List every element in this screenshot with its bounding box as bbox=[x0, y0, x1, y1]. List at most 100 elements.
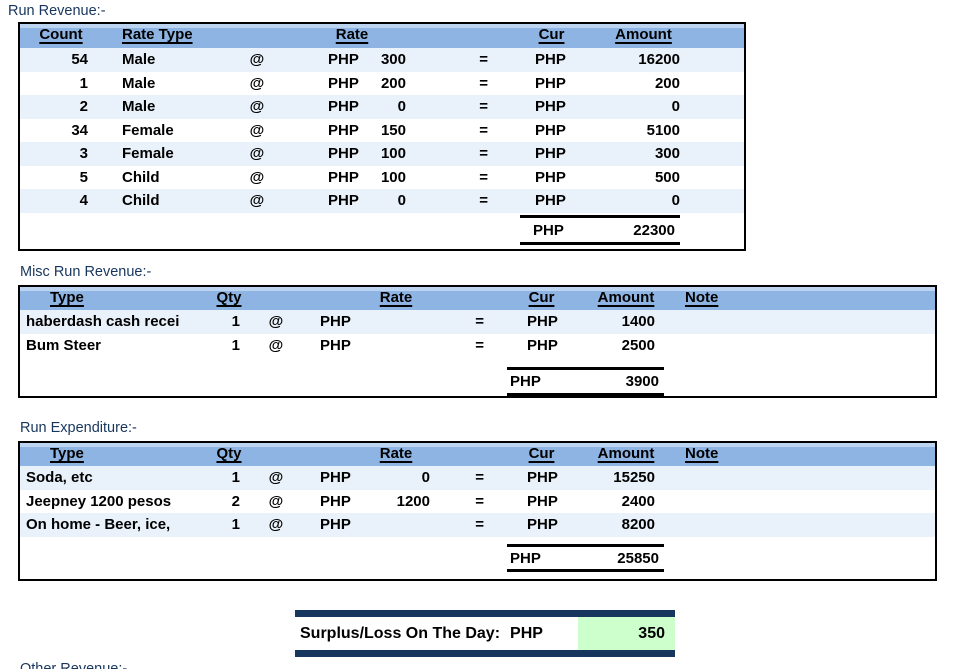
column-header-cur-label: Cur bbox=[538, 26, 565, 43]
count-cell[interactable]: 54 bbox=[71, 51, 88, 68]
rate-currency: PHP bbox=[320, 469, 351, 486]
amount-cell[interactable]: 2500 bbox=[621, 336, 655, 354]
rate-cell[interactable]: PHP bbox=[302, 310, 432, 334]
rate-value: 100 bbox=[380, 145, 406, 162]
rate-type-cell[interactable]: Male bbox=[122, 51, 156, 68]
column-header-rate-label: Rate bbox=[379, 289, 413, 306]
surplus-amount-cell[interactable]: 350 bbox=[578, 617, 675, 650]
amount-cell[interactable]: 0 bbox=[671, 98, 680, 115]
equals-symbol-cell: = bbox=[475, 336, 484, 354]
count-cell[interactable]: 5 bbox=[79, 168, 88, 186]
amount-cell[interactable]: 8200 bbox=[621, 516, 655, 533]
table-row: Bum Steer 1 @ PHP = PHP 2500 bbox=[20, 334, 935, 358]
currency-cell: PHP bbox=[535, 98, 566, 115]
rate-type-cell[interactable]: Child bbox=[122, 168, 160, 186]
count-cell[interactable]: 2 bbox=[79, 98, 88, 115]
rate-cell[interactable]: PHP 200 bbox=[272, 72, 410, 96]
misc-revenue-header-row: Type Qty Rate Cur Amount Note bbox=[20, 287, 935, 310]
type-cell[interactable]: On home - Beer, ice, bbox=[26, 516, 171, 533]
rate-cell[interactable]: PHP 0 bbox=[302, 466, 432, 490]
amount-cell[interactable]: 0 bbox=[671, 192, 680, 209]
column-header-qty: Qty bbox=[208, 443, 250, 466]
section-title-run-expenditure: Run Expenditure:- bbox=[20, 420, 137, 436]
rate-cell[interactable]: PHP 0 bbox=[272, 95, 410, 119]
column-header-type-label: Type bbox=[50, 289, 84, 306]
rate-cell[interactable]: PHP bbox=[302, 513, 432, 537]
amount-cell[interactable]: 15250 bbox=[613, 469, 655, 486]
rate-cell[interactable]: PHP 0 bbox=[272, 189, 410, 213]
equals-symbol-cell: = bbox=[475, 492, 484, 510]
count-cell[interactable]: 1 bbox=[79, 74, 88, 92]
note-cell[interactable] bbox=[657, 490, 780, 514]
rate-currency: PHP bbox=[328, 51, 359, 68]
column-header-type-label: Type bbox=[50, 445, 84, 462]
equals-symbol-cell: = bbox=[479, 192, 488, 209]
amount-cell[interactable]: 5100 bbox=[646, 121, 680, 139]
row-spacer bbox=[780, 334, 935, 358]
total-amount[interactable]: 3900 bbox=[625, 373, 659, 390]
equals-symbol-cell: = bbox=[479, 51, 488, 68]
rate-cell[interactable]: PHP bbox=[302, 334, 432, 358]
amount-cell[interactable]: 200 bbox=[654, 74, 680, 92]
rate-cell[interactable]: PHP 300 bbox=[272, 48, 410, 72]
qty-cell[interactable]: 1 bbox=[231, 469, 240, 486]
rate-type-cell[interactable]: Child bbox=[122, 192, 160, 209]
type-cell[interactable]: haberdash cash recei bbox=[26, 313, 180, 330]
rate-cell[interactable]: PHP 1200 bbox=[302, 490, 432, 514]
rate-cell[interactable]: PHP 100 bbox=[272, 142, 410, 166]
qty-cell[interactable]: 1 bbox=[231, 516, 240, 533]
note-cell[interactable] bbox=[657, 334, 780, 358]
note-cell[interactable] bbox=[657, 513, 780, 537]
rate-type-cell[interactable]: Female bbox=[122, 145, 174, 162]
total-currency: PHP bbox=[510, 549, 541, 567]
qty-cell[interactable]: 1 bbox=[231, 313, 240, 330]
rate-type-cell[interactable]: Male bbox=[122, 98, 156, 115]
column-header-count: Count bbox=[20, 24, 102, 48]
at-symbol-cell: @ bbox=[268, 336, 284, 354]
rate-currency: PHP bbox=[328, 168, 359, 186]
note-cell[interactable] bbox=[657, 310, 780, 334]
rate-cell[interactable]: PHP 150 bbox=[272, 119, 410, 143]
clipped-section-title-other-revenue: Other Revenue:- bbox=[20, 661, 128, 669]
count-cell[interactable]: 34 bbox=[71, 121, 88, 139]
amount-cell[interactable]: 300 bbox=[654, 145, 680, 162]
rate-currency: PHP bbox=[328, 145, 359, 162]
row-spacer bbox=[780, 513, 935, 537]
count-cell[interactable]: 4 bbox=[79, 192, 88, 209]
rate-type-cell[interactable]: Female bbox=[122, 121, 174, 139]
type-cell[interactable]: Bum Steer bbox=[26, 336, 102, 354]
column-header-note: Note bbox=[657, 287, 780, 310]
qty-cell[interactable]: 1 bbox=[231, 336, 240, 354]
column-header-rate: Rate bbox=[302, 443, 432, 466]
currency-cell: PHP bbox=[535, 145, 566, 162]
surplus-bottom-border bbox=[295, 650, 675, 657]
equals-symbol-cell: = bbox=[479, 121, 488, 139]
type-cell[interactable]: Jeepney 1200 pesos bbox=[26, 492, 172, 510]
total-amount[interactable]: 22300 bbox=[633, 221, 675, 239]
type-cell[interactable]: Soda, etc bbox=[26, 469, 93, 486]
note-cell[interactable] bbox=[657, 466, 780, 490]
row-spacer bbox=[682, 166, 744, 190]
total-currency: PHP bbox=[510, 373, 541, 390]
total-amount[interactable]: 25850 bbox=[617, 549, 659, 567]
amount-cell[interactable]: 1400 bbox=[621, 313, 655, 330]
row-spacer bbox=[682, 119, 744, 143]
equals-symbol-cell: = bbox=[479, 74, 488, 92]
column-header-amount-label: Amount bbox=[597, 445, 655, 462]
amount-cell[interactable]: 500 bbox=[654, 168, 680, 186]
header-spacer bbox=[432, 443, 488, 466]
surplus-currency: PHP bbox=[510, 624, 543, 642]
rate-cell[interactable]: PHP 100 bbox=[272, 166, 410, 190]
rate-value: 150 bbox=[380, 121, 406, 139]
total-row: PHP 25850 bbox=[507, 544, 664, 572]
surplus-label: Surplus/Loss On The Day: bbox=[300, 624, 501, 642]
rate-type-cell[interactable]: Male bbox=[122, 74, 156, 92]
header-spacer bbox=[410, 24, 498, 48]
count-cell[interactable]: 3 bbox=[79, 145, 88, 162]
currency-cell: PHP bbox=[527, 492, 558, 510]
amount-cell[interactable]: 16200 bbox=[638, 51, 680, 68]
qty-cell[interactable]: 2 bbox=[231, 492, 240, 510]
table-row: 54 Male @ PHP 300 = PHP 16200 bbox=[20, 48, 744, 72]
amount-cell[interactable]: 2400 bbox=[621, 492, 655, 510]
equals-symbol-cell: = bbox=[475, 516, 484, 533]
